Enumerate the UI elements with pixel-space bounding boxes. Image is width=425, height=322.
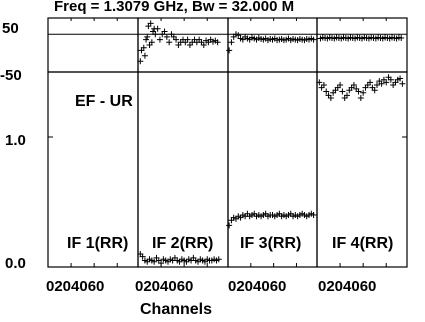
phase-point-if3-37 bbox=[310, 36, 317, 43]
amp-point-if4-22 bbox=[367, 79, 374, 86]
amp-point-if3-0 bbox=[226, 222, 233, 229]
x-axis-title: Channels bbox=[140, 301, 212, 318]
amp-point-if2-9 bbox=[158, 260, 165, 267]
bottom-panel-frame-4 bbox=[316, 71, 408, 268]
phase-point-if2-15 bbox=[173, 36, 180, 43]
top-panel-frame-1 bbox=[47, 17, 139, 73]
amp-point-if4-12 bbox=[344, 92, 350, 99]
xtick-labels-if4: 0204060 bbox=[318, 278, 376, 295]
phase-point-if2-33 bbox=[214, 39, 221, 46]
bottom-panel-label: EF - UR bbox=[75, 93, 133, 110]
phase-point-if2-34 bbox=[138, 47, 145, 54]
top-panel-frame-3 bbox=[227, 17, 318, 73]
plot-frame bbox=[47, 17, 408, 268]
amp-point-if4-31 bbox=[387, 76, 394, 83]
top-ytick-50: 50 bbox=[2, 20, 19, 37]
amp-point-if4-2 bbox=[320, 82, 327, 88]
amp-point-if4-19 bbox=[360, 89, 367, 96]
amp-point-if4-27 bbox=[378, 80, 385, 87]
top-ytick-neg50: -50 bbox=[0, 67, 22, 84]
xtick-labels-if1: 0204060 bbox=[46, 278, 104, 295]
amp-point-if2-6 bbox=[151, 258, 158, 265]
phase-point-if2-39 bbox=[151, 25, 158, 32]
amp-point-if4-24 bbox=[371, 87, 378, 94]
if2-label: IF 2(RR) bbox=[152, 235, 213, 252]
amp-point-if4-35 bbox=[397, 75, 404, 82]
amp-point-if4-15 bbox=[350, 82, 357, 88]
amp-point-if4-18 bbox=[357, 95, 364, 101]
phase-point-if2-6 bbox=[152, 31, 159, 38]
phase-point-if2-0 bbox=[137, 58, 144, 65]
amp-point-if4-0 bbox=[316, 79, 323, 86]
amp-point-if4-5 bbox=[327, 95, 334, 101]
phase-point-if2-38 bbox=[148, 39, 155, 46]
phase-point-if2-11 bbox=[163, 33, 170, 40]
if3-label: IF 3(RR) bbox=[240, 235, 301, 252]
phase-point-if2-4 bbox=[147, 20, 154, 27]
phase-point-if3-0 bbox=[226, 47, 233, 54]
phase-point-if2-20 bbox=[184, 36, 191, 43]
amp-point-if4-3 bbox=[323, 88, 330, 95]
amp-point-if2-1 bbox=[139, 253, 146, 260]
amp-point-if4-10 bbox=[339, 88, 346, 95]
amp-point-if4-36 bbox=[399, 80, 406, 87]
amp-point-if3-37 bbox=[310, 212, 317, 218]
top-panel-frame-4 bbox=[316, 17, 408, 73]
amp-point-if4-17 bbox=[355, 88, 362, 95]
phase-point-if2-36 bbox=[144, 33, 151, 40]
if1-label: IF 1(RR) bbox=[67, 235, 128, 252]
xtick-labels-if3: 0204060 bbox=[228, 278, 286, 295]
amp-point-if2-34 bbox=[215, 256, 222, 263]
phase-point-if2-10 bbox=[161, 28, 168, 35]
phase-point-if2-35 bbox=[141, 52, 148, 59]
if4-label: IF 4(RR) bbox=[332, 235, 393, 252]
phase-point-if2-8 bbox=[156, 36, 163, 43]
phase-point-if2-12 bbox=[166, 39, 173, 46]
phase-point-if2-27 bbox=[200, 42, 207, 48]
phase-point-if3-4 bbox=[235, 32, 242, 39]
amp-point-if4-29 bbox=[383, 79, 390, 86]
phase-point-if4-35 bbox=[398, 34, 405, 41]
plot-marks bbox=[137, 20, 406, 267]
amp-point-if4-25 bbox=[374, 82, 380, 88]
amp-point-if4-9 bbox=[337, 82, 344, 88]
chart-title: Freq = 1.3079 GHz, Bw = 32.000 M bbox=[54, 0, 294, 15]
phase-point-if2-2 bbox=[143, 36, 150, 43]
bottom-ytick-0: 0.0 bbox=[5, 255, 26, 272]
xtick-labels-if2: 0204060 bbox=[135, 278, 193, 295]
phase-point-if3-1 bbox=[228, 39, 235, 46]
bottom-ytick-1: 1.0 bbox=[5, 132, 26, 149]
